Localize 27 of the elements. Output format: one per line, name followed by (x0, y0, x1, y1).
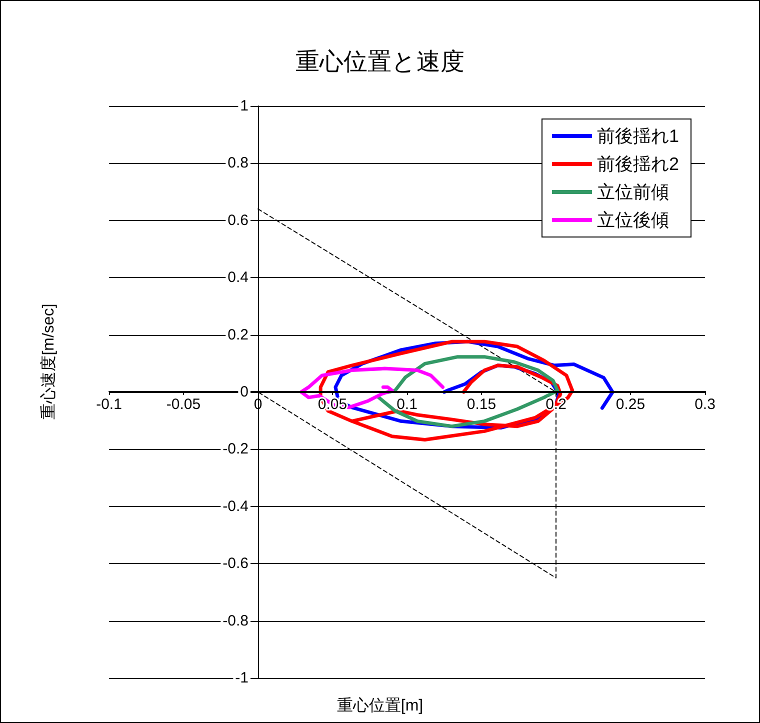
line-series (318, 340, 574, 442)
y-tick-label: 0 (240, 384, 248, 400)
x-tick-label: -0.05 (166, 396, 201, 413)
y-tick-label: -0.4 (222, 498, 248, 515)
y-tick-label: -1 (235, 670, 248, 686)
line-series (299, 366, 445, 410)
x-tick-label: 0.1 (396, 396, 418, 413)
x-tick-label: -0.1 (96, 396, 122, 413)
y-axis-title: 重心速度[m/sec] (40, 304, 58, 420)
y-tick-label: -0.6 (222, 555, 248, 572)
x-tick-label: 0.25 (616, 396, 646, 413)
x-tick-label: 0.3 (694, 396, 716, 413)
chart-title: 重心位置と速度 (296, 48, 464, 76)
legend-label: 立位前傾 (596, 182, 669, 202)
legend-label: 前後揺れ2 (596, 154, 680, 174)
y-tick-label: 0.8 (228, 154, 248, 172)
y-tick-label: 0.4 (228, 269, 248, 286)
y-tick-label: -0.2 (222, 440, 248, 458)
y-tick-label: 0.2 (228, 326, 248, 344)
y-tick-label: 1 (240, 98, 248, 114)
x-axis-title: 重心位置[m] (336, 696, 424, 714)
x-tick-label: 0.05 (318, 396, 348, 413)
legend-label: 前後揺れ1 (596, 126, 680, 146)
x-tick-label: 0.15 (466, 396, 496, 413)
y-tick-label: 0.6 (228, 212, 248, 229)
y-tick-label: -0.8 (222, 612, 248, 630)
legend-label: 立位後傾 (596, 210, 669, 230)
